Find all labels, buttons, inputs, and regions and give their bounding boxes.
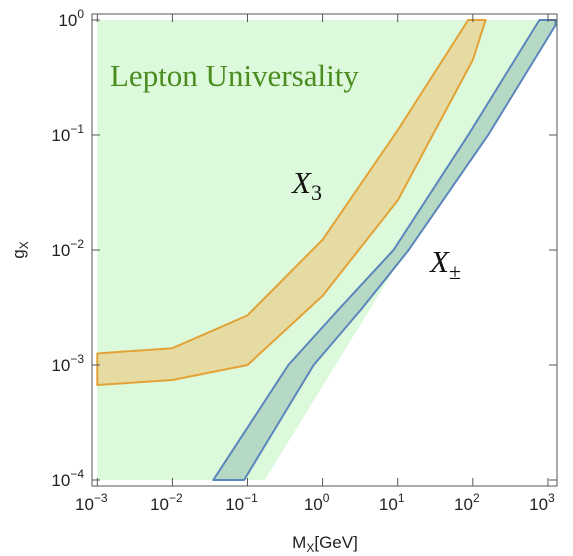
x-tick-label: 10−1 <box>225 491 258 514</box>
x-axis-label: MX[GeV] <box>292 533 358 555</box>
x-tick-label: 102 <box>454 491 480 514</box>
y-tick-label: 10−4 <box>51 467 84 490</box>
x-tick-label: 10−3 <box>75 491 108 514</box>
x-tick-label: 101 <box>379 491 405 514</box>
band-label: X± <box>428 244 461 284</box>
band-label: X3 <box>290 165 322 205</box>
band <box>96 18 487 387</box>
y-axis-label: gX <box>9 241 31 258</box>
x-tick-label: 103 <box>529 491 555 514</box>
y-tick-label: 10−1 <box>51 122 84 145</box>
x-tick-label: 10−2 <box>150 491 183 514</box>
y-tick-label: 10−3 <box>51 352 84 375</box>
y-tick-label: 100 <box>58 7 84 30</box>
plot-area <box>96 18 557 482</box>
band <box>212 18 557 482</box>
region-label: Lepton Universality <box>110 58 359 93</box>
y-tick-label: 10−2 <box>51 237 84 260</box>
x-tick-label: 100 <box>304 491 330 514</box>
